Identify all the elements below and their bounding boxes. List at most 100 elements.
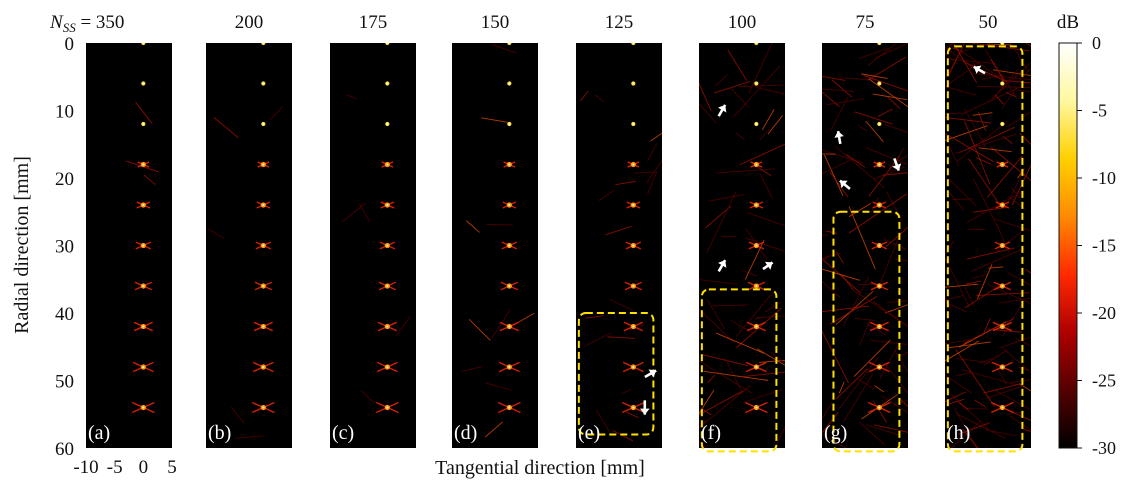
point-target-core bbox=[262, 123, 265, 125]
artifact-streak bbox=[965, 280, 981, 285]
artifact-streak bbox=[945, 338, 975, 345]
panel-background bbox=[206, 43, 292, 448]
colorbar: dB 0 -5 -10 -15 -20 -25 -30 bbox=[1057, 12, 1116, 458]
artifact-streak bbox=[740, 371, 785, 378]
artifact-streak bbox=[861, 73, 888, 79]
x-tick-label: 0 bbox=[139, 457, 149, 478]
point-target-core bbox=[878, 285, 881, 287]
artifact-streak bbox=[848, 206, 876, 270]
artifact-streak bbox=[840, 273, 854, 291]
artifact-streak bbox=[706, 299, 726, 330]
point-target-core bbox=[755, 366, 758, 368]
point-target-core bbox=[632, 244, 635, 247]
colorbar-tick-label: 0 bbox=[1092, 33, 1101, 53]
point-target-core bbox=[142, 43, 145, 44]
point-target-core bbox=[508, 204, 511, 206]
artifact-streak bbox=[468, 319, 491, 341]
artifact-streak bbox=[626, 411, 639, 419]
point-target bbox=[507, 43, 512, 46]
artifact-streak bbox=[994, 94, 1004, 105]
point-target-core bbox=[1001, 285, 1004, 287]
point-target-core bbox=[508, 163, 511, 166]
point-target-core bbox=[508, 43, 511, 44]
artifact-streak bbox=[887, 97, 901, 109]
artifact-streak bbox=[759, 359, 785, 363]
artifact-streak bbox=[1019, 68, 1031, 81]
point-target-core bbox=[632, 285, 635, 287]
point-target-core bbox=[508, 366, 511, 368]
panel-background bbox=[699, 43, 785, 448]
point-target-core bbox=[386, 366, 389, 368]
panel: (h) 50 bbox=[945, 12, 1031, 453]
panel: (c) 175 bbox=[330, 12, 416, 448]
point-target-core bbox=[262, 204, 265, 206]
artifact-streak bbox=[893, 399, 908, 406]
artifact-streak bbox=[945, 62, 955, 78]
artifact-streak bbox=[971, 247, 1025, 272]
artifact-streak bbox=[958, 126, 1016, 154]
artifact-streak bbox=[744, 239, 765, 280]
panel-nss-title: 50 bbox=[979, 12, 998, 33]
point-target-core bbox=[1001, 244, 1004, 247]
artifact-streak bbox=[838, 356, 879, 410]
colorbar-ticks: 0 -5 -10 -15 -20 -25 -30 bbox=[1077, 33, 1116, 458]
point-target-core bbox=[386, 123, 389, 125]
artifact-streak bbox=[754, 316, 765, 320]
point-target-core bbox=[632, 123, 635, 125]
artifact-streak bbox=[945, 258, 970, 307]
y-tick-label: 0 bbox=[65, 34, 75, 55]
artifact-streak bbox=[1010, 186, 1021, 199]
artifact-streak bbox=[1007, 111, 1031, 128]
artifact-streak bbox=[466, 220, 480, 233]
point-target-core bbox=[508, 123, 511, 125]
point-target-core bbox=[142, 406, 145, 409]
artifact-streak bbox=[759, 173, 774, 199]
point-target-core bbox=[755, 123, 758, 125]
point-target-core bbox=[262, 366, 265, 368]
artifact-streak bbox=[774, 425, 785, 448]
artifact-streak bbox=[952, 198, 974, 201]
artifact-streak bbox=[870, 339, 908, 345]
artifact-streak bbox=[705, 205, 732, 229]
artifact-streak bbox=[829, 171, 849, 198]
point-target bbox=[754, 43, 759, 46]
artifact-streak bbox=[727, 49, 748, 81]
x-tick-label: 5 bbox=[167, 457, 177, 478]
artifact-streak bbox=[948, 191, 964, 210]
artifact-streak bbox=[866, 424, 899, 436]
artifact-streak bbox=[879, 343, 900, 380]
point-target-core bbox=[262, 285, 265, 287]
artifact-streak bbox=[739, 143, 785, 166]
artifact-streak bbox=[945, 295, 952, 311]
artifact-streak bbox=[716, 168, 775, 174]
artifact-streak bbox=[135, 101, 153, 125]
artifact-streak bbox=[1009, 415, 1031, 431]
panel: (d) 150 bbox=[452, 12, 538, 448]
artifact-streak bbox=[945, 112, 962, 115]
artifact-streak bbox=[822, 305, 869, 313]
artifact-streak bbox=[1011, 163, 1031, 206]
point-target-core bbox=[632, 366, 635, 368]
artifact-streak bbox=[234, 435, 264, 439]
artifact-streak bbox=[822, 280, 841, 299]
panel: (b) 200 bbox=[206, 12, 292, 448]
artifact-streak bbox=[823, 154, 844, 197]
artifact-streak bbox=[579, 90, 589, 102]
artifact-streak bbox=[491, 44, 517, 54]
artifact-streak bbox=[979, 356, 999, 364]
panels: (a) (b) 200 (c) 175 (d) 150 (e) 125 (f) 100 (g) 75 (h… bbox=[86, 12, 1031, 453]
artifact-streak bbox=[736, 291, 774, 337]
artifact-streak bbox=[853, 290, 907, 326]
artifact-streak bbox=[822, 255, 829, 264]
artifact-streak bbox=[978, 147, 1012, 153]
annotation-arrow bbox=[762, 261, 774, 271]
point-target-core bbox=[878, 82, 881, 85]
y-axis-label: Radial direction [mm] bbox=[11, 156, 33, 334]
artifact-streak bbox=[982, 317, 991, 335]
point-target-core bbox=[1001, 204, 1004, 206]
artifact-streak bbox=[1016, 89, 1031, 93]
artifact-streak bbox=[870, 196, 879, 213]
artifact-streak bbox=[584, 332, 612, 347]
artifact-streak bbox=[767, 115, 783, 135]
